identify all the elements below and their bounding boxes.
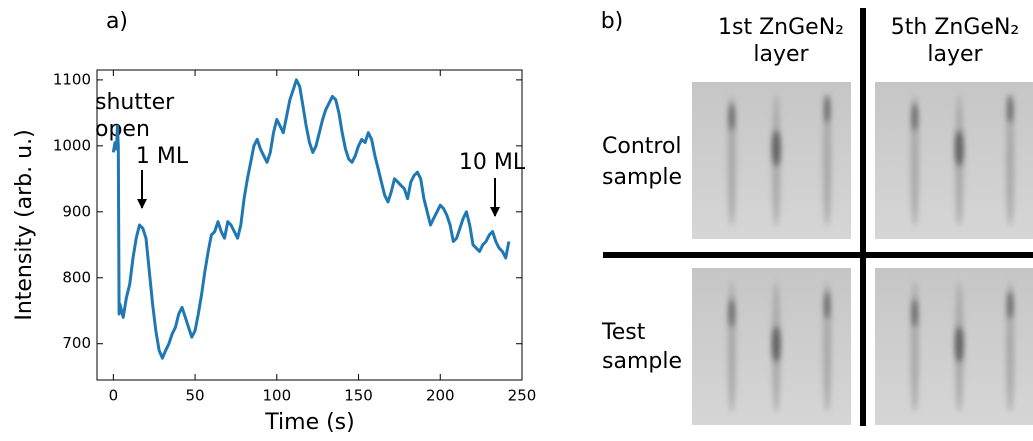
x-tick-label: 100 [262, 387, 291, 405]
streak-core [1007, 291, 1013, 320]
annotation: 1 ML [136, 144, 189, 169]
streak [727, 94, 736, 227]
streak-core [729, 298, 735, 327]
y-axis-title: Intensity (arb. u.) [12, 129, 37, 320]
streak [823, 280, 832, 413]
streak-core [772, 130, 781, 167]
x-tick-label: 50 [186, 387, 205, 405]
x-tick-label: 250 [508, 387, 537, 405]
streak [1006, 280, 1015, 413]
column-header: layer [753, 42, 809, 67]
streak-core [912, 298, 918, 327]
rheed-images [692, 82, 1033, 425]
x-tick-label: 0 [109, 387, 119, 405]
streak-core [824, 95, 830, 124]
streak-core [1007, 95, 1013, 124]
streak-core [729, 102, 735, 131]
annotation: 10 ML [459, 150, 526, 175]
x-axis-title: Time (s) [264, 410, 354, 435]
panel-label: b) [601, 9, 624, 34]
x-tick-label: 150 [344, 387, 373, 405]
streak-core [824, 291, 830, 320]
row-label: sample [602, 165, 682, 190]
panel-label: a) [106, 9, 128, 34]
row-label: Test [601, 320, 646, 345]
streak-core [955, 326, 964, 363]
streak-core [955, 130, 964, 167]
y-tick-label: 1100 [53, 70, 91, 88]
annotation: open [95, 117, 150, 142]
column-header: 5th ZnGeN₂ [891, 15, 1019, 40]
column-header: layer [927, 42, 983, 67]
streak [1006, 94, 1015, 227]
x-tick-label: 200 [426, 387, 455, 405]
y-tick-label: 800 [62, 268, 91, 286]
y-tick-label: 700 [62, 334, 91, 352]
column-header: 1st ZnGeN₂ [718, 15, 844, 40]
annotation: shutter [95, 90, 175, 115]
streak-core [772, 326, 781, 363]
streak [910, 94, 919, 227]
plot-frame [96, 69, 523, 381]
row-label: sample [602, 349, 682, 374]
streak-core [912, 102, 918, 131]
y-tick-label: 1000 [53, 136, 91, 154]
y-tick-label: 900 [62, 202, 91, 220]
data-line [111, 78, 511, 360]
streak [823, 94, 832, 227]
row-label: Control [602, 134, 682, 159]
